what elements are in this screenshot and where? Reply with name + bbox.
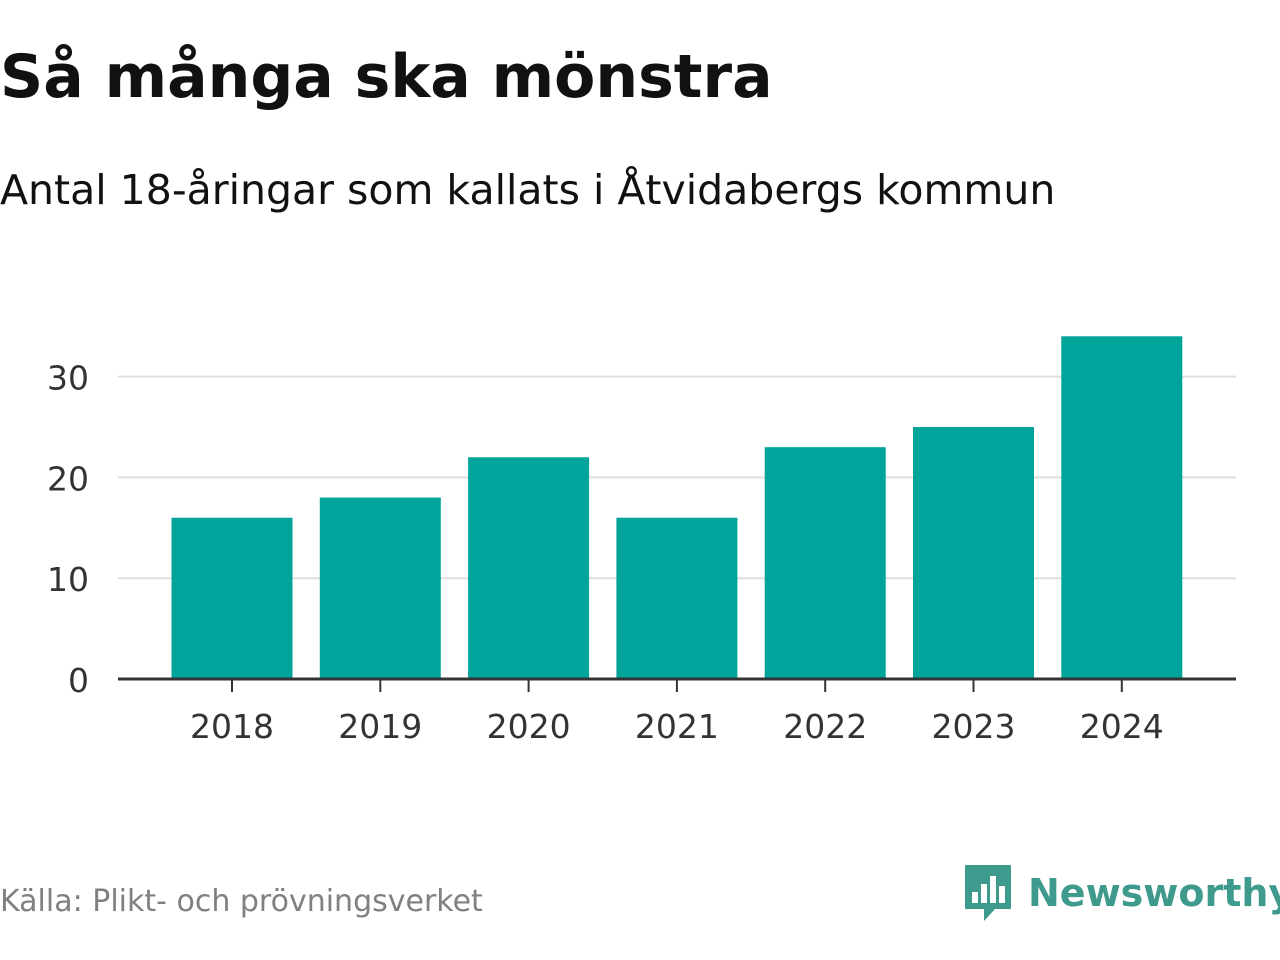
y-tick-label: 20: [47, 459, 89, 498]
bar-2018: [171, 517, 293, 679]
brand-name: Newsworthy: [1028, 871, 1280, 915]
x-tick-label: 2023: [932, 707, 1016, 746]
bar-2021: [616, 517, 738, 679]
chart-title: Så många ska mönstra: [0, 42, 773, 112]
bar-2024: [1061, 336, 1183, 679]
y-tick-label: 0: [68, 661, 89, 700]
bar-2019: [319, 497, 441, 679]
x-tick-label: 2021: [635, 707, 719, 746]
bar-2022: [764, 447, 886, 679]
y-tick-label: 10: [47, 560, 89, 599]
bar-2023: [913, 427, 1034, 679]
brand-logo: Newsworthy: [962, 862, 1280, 924]
source-note: Källa: Plikt- och prövningsverket: [0, 884, 483, 919]
x-axis-tick-labels: 2018 2019 2020 2021 2022 2023 2024: [190, 707, 1164, 746]
x-tick-label: 2018: [190, 707, 274, 746]
y-tick-label: 30: [47, 359, 89, 398]
x-tick-label: 2019: [338, 707, 422, 746]
chart-subtitle: Antal 18-åringar som kallats i Åtvidaber…: [0, 166, 1056, 214]
y-axis-tick-labels: 0 10 20 30: [47, 359, 89, 700]
x-tick-label: 2020: [487, 707, 571, 746]
bar-2020: [468, 457, 590, 679]
bars: [171, 336, 1183, 679]
x-tick-label: 2022: [783, 707, 867, 746]
bar-chart: 0 10 20 30 2018 2019 2020 2021 2022 2023 2024: [47, 336, 1236, 746]
x-tick-label: 2024: [1080, 707, 1164, 746]
newsworthy-logo-icon: [965, 865, 1011, 921]
x-axis: [118, 677, 1236, 692]
